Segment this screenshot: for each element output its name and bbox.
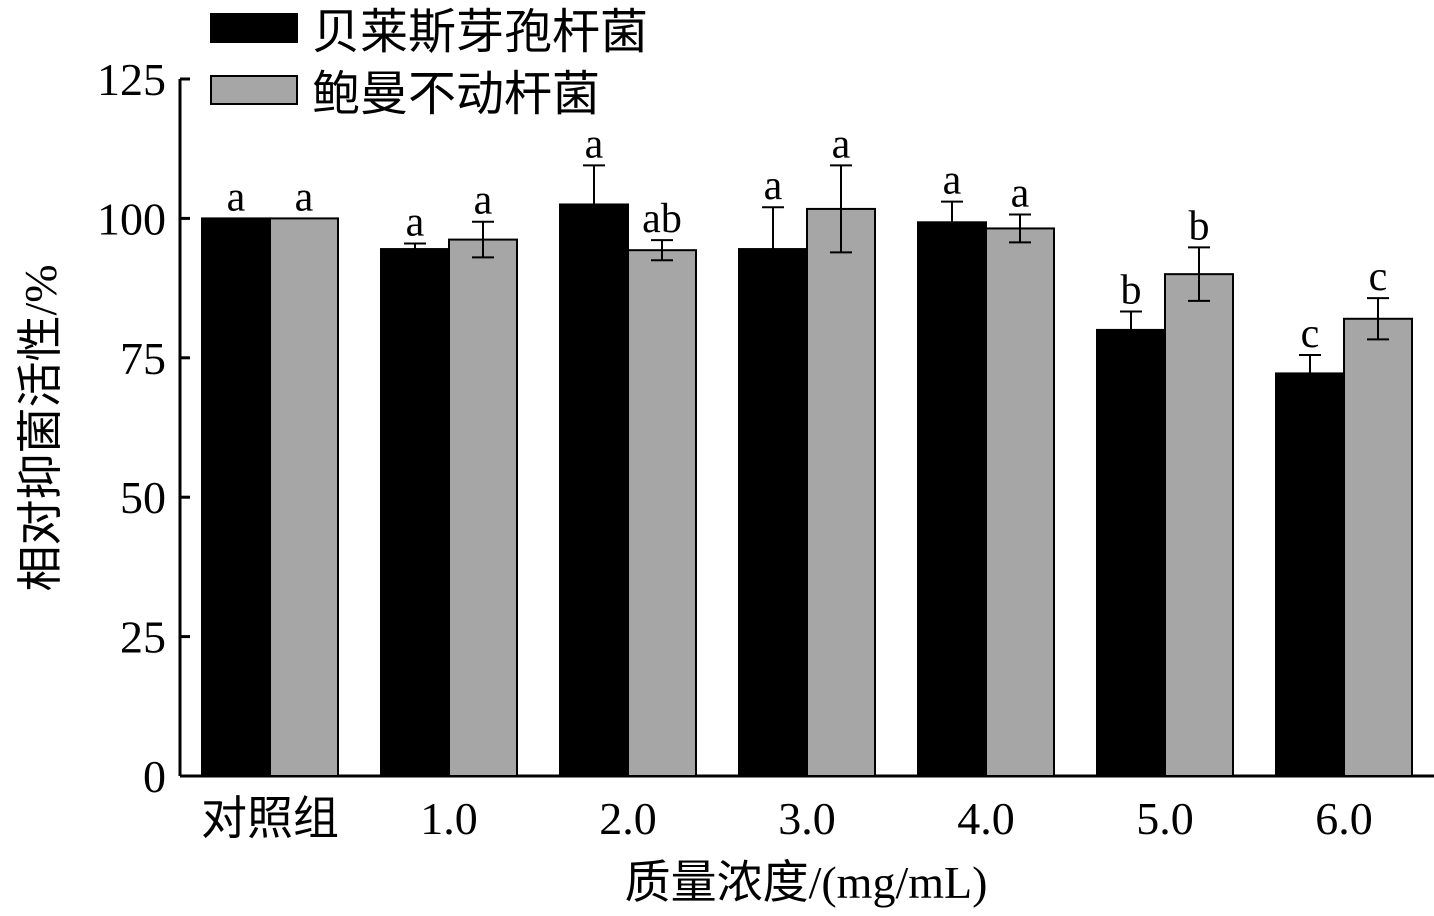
bar xyxy=(1096,328,1166,777)
significance-label: c xyxy=(1301,311,1320,357)
bar xyxy=(559,203,629,777)
bar xyxy=(380,248,450,777)
bar xyxy=(738,248,808,777)
x-axis-title: 质量浓度/(mg/mL) xyxy=(625,857,988,908)
legend-label-acinetobacter: 鲍曼不动杆菌 xyxy=(312,68,600,121)
legend-label-bacillus: 贝莱斯芽孢杆菌 xyxy=(312,6,648,59)
significance-label: a xyxy=(474,178,493,224)
bar xyxy=(806,207,876,778)
y-tick-label: 100 xyxy=(97,193,166,244)
significance-label: b xyxy=(1121,268,1142,314)
bar xyxy=(1164,273,1234,777)
x-tick-label: 4.0 xyxy=(957,793,1015,844)
bar xyxy=(985,227,1055,777)
y-tick-label: 50 xyxy=(120,472,166,523)
x-tick-label: 1.0 xyxy=(420,793,478,844)
significance-label: a xyxy=(227,174,246,220)
legend-swatch-acinetobacter xyxy=(210,75,298,105)
significance-label: a xyxy=(764,163,783,209)
y-tick-label: 125 xyxy=(97,54,166,105)
significance-label: a xyxy=(295,174,314,220)
significance-label: a xyxy=(585,121,604,167)
bar xyxy=(627,249,697,777)
bar xyxy=(1275,372,1345,777)
x-tick-label: 3.0 xyxy=(778,793,836,844)
significance-label: b xyxy=(1189,203,1210,249)
significance-label: a xyxy=(406,199,425,245)
bar xyxy=(917,221,987,777)
significance-label: c xyxy=(1369,254,1388,300)
x-tick-label: 对照组 xyxy=(201,793,339,844)
y-axis-title: 相对抑菌活性/% xyxy=(15,264,66,591)
significance-label: a xyxy=(832,121,851,167)
y-tick-label: 25 xyxy=(120,612,166,663)
bar xyxy=(201,217,271,777)
bar xyxy=(269,217,339,777)
bar xyxy=(1343,317,1413,777)
legend: 贝莱斯芽孢杆菌 鲍曼不动杆菌 xyxy=(210,6,648,121)
significance-label: ab xyxy=(642,196,682,242)
bar xyxy=(448,238,518,777)
y-tick-label: 0 xyxy=(143,751,166,802)
x-tick-label: 2.0 xyxy=(599,793,657,844)
x-tick-label: 6.0 xyxy=(1315,793,1373,844)
y-tick-label: 75 xyxy=(120,333,166,384)
x-tick-label: 5.0 xyxy=(1136,793,1194,844)
legend-swatch-bacillus xyxy=(210,13,298,43)
significance-label: a xyxy=(1011,170,1030,216)
significance-label: a xyxy=(943,158,962,204)
